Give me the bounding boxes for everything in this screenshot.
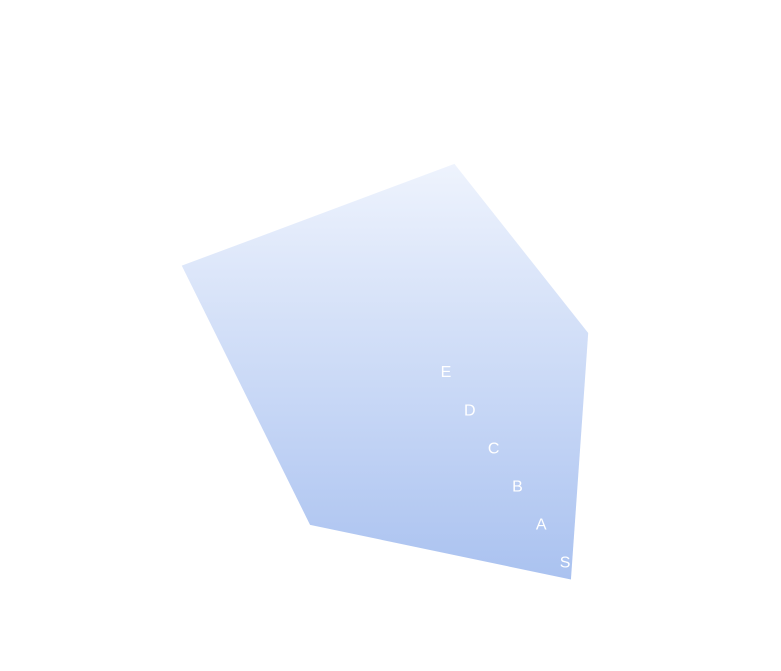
axis-tick-label: C: [488, 440, 500, 457]
axis-tick-label: S: [560, 555, 571, 572]
axis-tick-label: B: [512, 479, 523, 496]
radar-area: [181, 163, 589, 580]
axis-tick-label: D: [464, 402, 476, 419]
axis-tick-label: E: [441, 364, 452, 381]
axis-tick-label: A: [536, 517, 547, 534]
